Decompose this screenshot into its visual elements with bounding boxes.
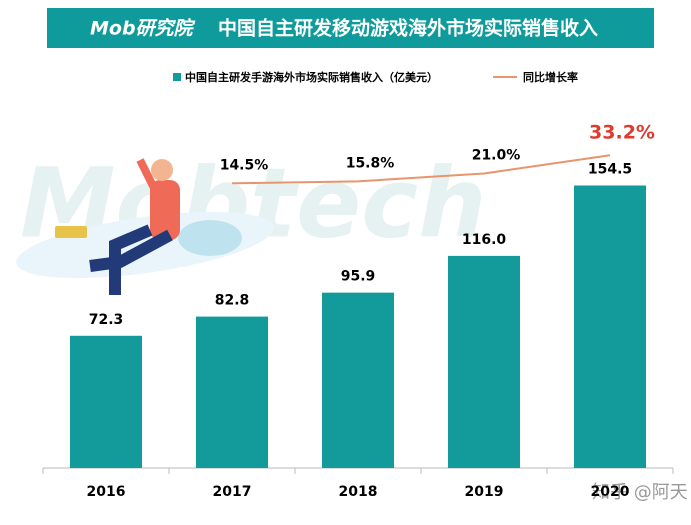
bar-value-label: 82.8 bbox=[215, 293, 250, 309]
line-value-label: 14.5% bbox=[220, 157, 269, 173]
legend-swatch bbox=[173, 73, 181, 81]
illustration bbox=[16, 158, 274, 295]
bar-value-label: 95.9 bbox=[341, 269, 376, 285]
bar bbox=[322, 292, 394, 468]
x-tick-label: 2019 bbox=[465, 484, 504, 500]
header-band bbox=[47, 8, 654, 48]
bar bbox=[70, 335, 142, 468]
bar-value-label: 72.3 bbox=[89, 312, 124, 328]
line-value-label: 21.0% bbox=[472, 148, 521, 164]
bar bbox=[196, 316, 268, 468]
watermark: 知乎 @阿天 bbox=[592, 482, 688, 503]
line-value-label: 15.8% bbox=[346, 155, 395, 171]
x-tick-label: 2018 bbox=[339, 484, 378, 500]
bar-value-label: 154.5 bbox=[588, 161, 632, 177]
bar-value-label: 116.0 bbox=[462, 232, 507, 248]
chart-title: 中国自主研发移动游戏海外市场实际销售收入 bbox=[218, 17, 598, 40]
line bbox=[231, 154, 611, 185]
logo: Mob研究院 bbox=[90, 18, 196, 40]
bar bbox=[574, 185, 646, 468]
bar bbox=[448, 255, 520, 468]
legend-label: 同比增长率 bbox=[523, 70, 578, 84]
legend-label: 中国自主研发手游海外市场实际销售收入（亿美元） bbox=[185, 70, 438, 84]
x-tick-label: 2017 bbox=[213, 484, 252, 500]
line-value-label: 33.2% bbox=[589, 122, 655, 144]
x-tick-label: 2016 bbox=[87, 484, 126, 500]
x-tick-label: 2020 bbox=[591, 484, 630, 500]
